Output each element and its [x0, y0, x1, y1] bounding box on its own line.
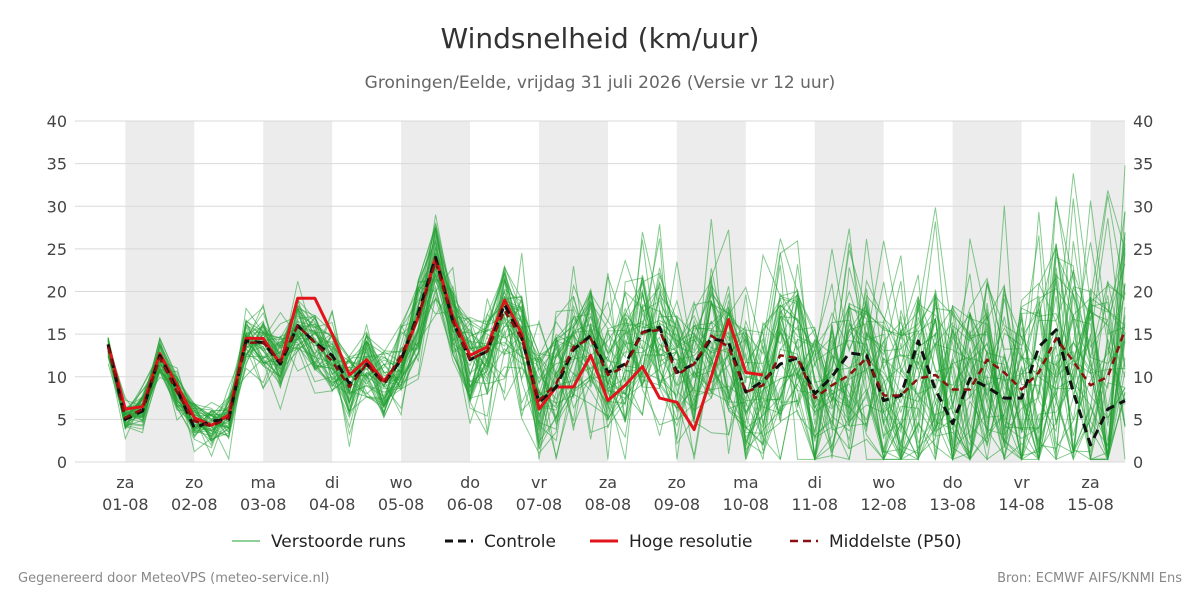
generated-by-note: Gegenereerd door MeteoVPS (meteo-service…: [18, 571, 330, 586]
ensemble-member-line: [107, 228, 1126, 461]
x-tick-date: 11-08: [792, 495, 839, 514]
legend-label-median: Middelste (P50): [829, 532, 962, 552]
y-tick-label: 40: [1133, 112, 1153, 131]
y-tick-label: 0: [57, 453, 67, 472]
series-line-median: [106, 260, 1127, 428]
x-tick-day: za: [116, 473, 134, 492]
x-tick-date: 02-08: [171, 495, 218, 514]
y-tick-label: 20: [1133, 283, 1153, 302]
x-tick-day: zo: [668, 473, 686, 492]
y-tick-label: 35: [1133, 155, 1153, 174]
y-tick-label: 25: [47, 240, 67, 259]
x-tick-date: 15-08: [1067, 495, 1114, 514]
y-tick-label: 30: [47, 197, 67, 216]
ensemble-member-line: [107, 253, 1126, 462]
ensemble-member-line: [107, 218, 1126, 460]
ensemble-member-line: [107, 231, 1126, 461]
x-tick-day: wo: [872, 473, 895, 492]
y-tick-label: 35: [47, 155, 67, 174]
legend: Verstoorde runs Controle Hoge resolutie Mid…: [232, 532, 962, 552]
ensemble-member-line: [107, 244, 1126, 462]
x-tick-day: za: [599, 473, 617, 492]
y-tick-label: 10: [47, 368, 67, 387]
source-note: Bron: ECMWF AIFS/KNMI Ens: [997, 571, 1182, 586]
legend-label-control: Controle: [484, 532, 556, 552]
y-tick-label: 5: [57, 410, 67, 429]
chart-title: Windsnelheid (km/uur): [440, 22, 760, 55]
y-tick-label: 0: [1133, 453, 1143, 472]
x-tick-date: 04-08: [309, 495, 356, 514]
main-series: [106, 255, 1127, 447]
x-tick-day: do: [460, 473, 480, 492]
y-tick-label: 5: [1133, 410, 1143, 429]
x-tick-date: 05-08: [378, 495, 425, 514]
x-tick-day: di: [325, 473, 340, 492]
x-tick-day: zo: [185, 473, 203, 492]
y-tick-label: 30: [1133, 197, 1153, 216]
legend-label-hires: Hoge resolutie: [629, 532, 753, 552]
y-axis-left: 0 5 10 15 20 25 30 35 40: [47, 112, 67, 472]
x-tick-day: wo: [390, 473, 413, 492]
x-tick-day: za: [1081, 473, 1099, 492]
x-tick-date: 13-08: [929, 495, 976, 514]
x-axis: za 01-08 zo 02-08 ma 03-08 di 04-08 wo 05-08 do 06-…: [102, 473, 1114, 514]
x-tick-day: do: [943, 473, 963, 492]
y-tick-label: 40: [47, 112, 67, 131]
y-tick-label: 10: [1133, 368, 1153, 387]
x-tick-date: 01-08: [102, 495, 149, 514]
y-tick-label: 15: [47, 325, 67, 344]
x-tick-date: 08-08: [585, 495, 632, 514]
x-tick-day: vr: [1014, 473, 1030, 492]
x-tick-day: di: [807, 473, 822, 492]
x-tick-date: 10-08: [723, 495, 770, 514]
legend-label-ensemble: Verstoorde runs: [271, 532, 406, 552]
ensemble-member-line: [107, 198, 1126, 462]
ensemble-member-line: [107, 224, 1126, 460]
x-tick-day: ma: [733, 473, 758, 492]
x-tick-date: 14-08: [998, 495, 1045, 514]
y-tick-label: 15: [1133, 325, 1153, 344]
x-tick-date: 06-08: [447, 495, 494, 514]
y-axis-right: 0 5 10 15 20 25 30 35 40: [1133, 112, 1153, 472]
x-tick-date: 07-08: [516, 495, 563, 514]
x-tick-date: 12-08: [860, 495, 907, 514]
x-tick-date: 09-08: [654, 495, 701, 514]
chart-subtitle: Groningen/Eelde, vrijdag 31 juli 2026 (V…: [364, 73, 836, 93]
x-tick-day: ma: [251, 473, 276, 492]
y-tick-label: 20: [47, 283, 67, 302]
x-tick-date: 03-08: [240, 495, 287, 514]
series-line-control: [106, 255, 1126, 447]
x-tick-day: vr: [531, 473, 547, 492]
y-tick-label: 25: [1133, 240, 1153, 259]
ensemble-member-line: [107, 264, 1126, 462]
